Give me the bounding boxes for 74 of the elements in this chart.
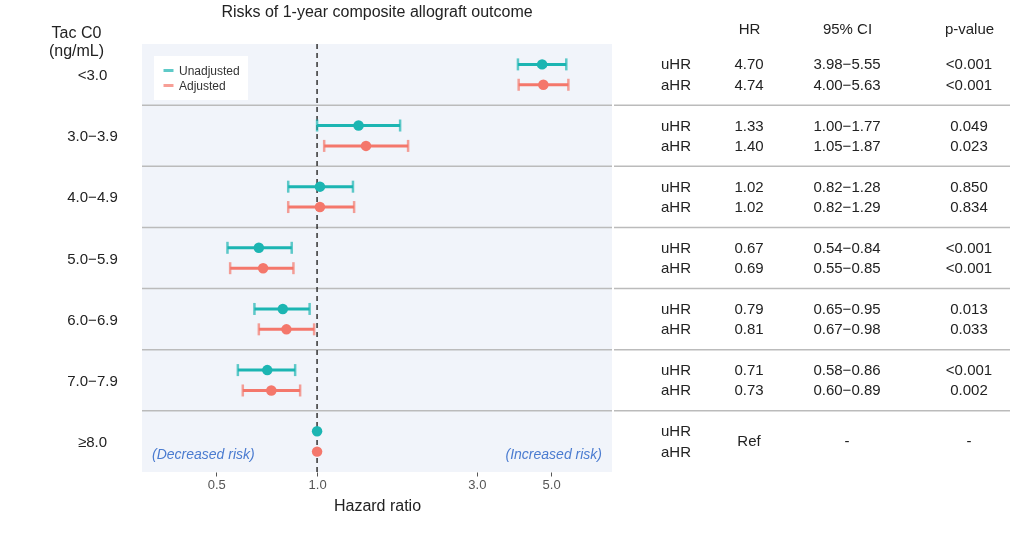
text: 0.60−0.89 <box>813 381 881 399</box>
text: aHR <box>660 381 692 399</box>
text: 0.79 <box>734 299 764 317</box>
text: 95% CI <box>822 19 873 37</box>
text: <0.001 <box>945 238 993 256</box>
y-axis-title: Tac C0 (ng/mL) <box>48 23 105 59</box>
text: 1.00−1.77 <box>813 116 881 134</box>
text: uHR <box>660 422 692 440</box>
text: aHR <box>660 198 692 216</box>
legend-label: Unadjusted <box>179 63 240 78</box>
chart-title: Risks of 1-year composite allograft outcome <box>221 3 533 20</box>
y-tick-label: <3.0 <box>77 66 108 84</box>
text: 4.74 <box>734 75 764 93</box>
text: 4.70 <box>734 55 764 73</box>
text: <0.001 <box>945 55 993 73</box>
text: 0.049 <box>950 116 988 134</box>
text: 0.73 <box>734 381 764 399</box>
text: 0.54−0.84 <box>813 238 881 256</box>
text: 0.013 <box>950 299 988 317</box>
text: <0.001 <box>945 75 993 93</box>
text: 0.002 <box>950 381 988 399</box>
text: 0.58−0.86 <box>813 361 881 379</box>
text: 0.023 <box>950 136 988 154</box>
text: 1.40 <box>734 136 764 154</box>
text: aHR <box>660 442 692 460</box>
text: <0.001 <box>945 361 993 379</box>
x-tick-label: 3.0 <box>468 476 487 492</box>
text: 0.033 <box>950 320 988 338</box>
x-tick-label: 5.0 <box>542 476 561 492</box>
text: p-value <box>944 19 995 37</box>
y-tick-label: 7.0−7.9 <box>67 371 118 389</box>
text: aHR <box>660 136 692 154</box>
text: 1.02 <box>734 198 764 216</box>
text: 4.00−5.63 <box>813 75 881 93</box>
text: 0.82−1.28 <box>813 177 881 195</box>
y-tick-label: 4.0−4.9 <box>67 188 118 206</box>
text: aHR <box>660 320 692 338</box>
annotation: (Increased risk) <box>505 445 602 462</box>
text: HR <box>738 19 761 37</box>
text: - <box>844 432 850 450</box>
y-tick-label: 3.0−3.9 <box>67 127 118 145</box>
text: 0.65−0.95 <box>813 299 881 317</box>
annotation: (Decreased risk) <box>152 445 255 462</box>
text: aHR <box>660 75 692 93</box>
text: 3.98−5.55 <box>813 55 881 73</box>
y-tick-label: ≥8.0 <box>77 432 108 450</box>
text: 0.71 <box>734 361 764 379</box>
text: 0.82−1.29 <box>813 198 881 216</box>
text: 0.850 <box>950 177 988 195</box>
y-tick-label: 6.0−6.9 <box>67 310 118 328</box>
text: 0.834 <box>950 198 988 216</box>
text: aHR <box>660 259 692 277</box>
y-tick-label: 5.0−5.9 <box>67 249 118 267</box>
text: <0.001 <box>945 259 993 277</box>
text: 0.67−0.98 <box>813 320 881 338</box>
x-tick-label: 1.0 <box>308 476 327 492</box>
text: uHR <box>660 238 692 256</box>
text: uHR <box>660 55 692 73</box>
x-tick-label: 0.5 <box>207 476 226 492</box>
x-axis-title: Hazard ratio <box>333 496 422 514</box>
text: 1.02 <box>734 177 764 195</box>
text: 1.33 <box>734 116 764 134</box>
text: 0.55−0.85 <box>813 259 881 277</box>
text: uHR <box>660 177 692 195</box>
text: Ref <box>737 432 762 450</box>
legend-label: Adjusted <box>179 78 226 93</box>
text: uHR <box>660 361 692 379</box>
text: uHR <box>660 299 692 317</box>
text: 1.05−1.87 <box>813 136 881 154</box>
text: 0.67 <box>734 238 764 256</box>
text: - <box>966 432 972 450</box>
text: 0.69 <box>734 259 764 277</box>
text: 0.81 <box>734 320 764 338</box>
text: uHR <box>660 116 692 134</box>
